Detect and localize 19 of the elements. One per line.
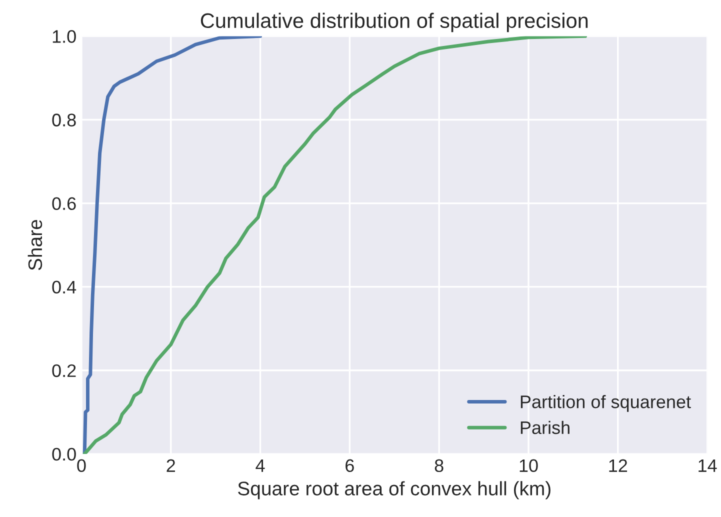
y-tick-label: 0.0	[52, 448, 76, 461]
y-axis-title: Share	[28, 220, 42, 270]
legend-label: Partition of squarenet	[520, 394, 691, 412]
x-tick-label: 14	[698, 459, 717, 472]
chart-title: Cumulative distribution of spatial precision	[200, 12, 588, 32]
x-tick-label: 6	[346, 459, 354, 472]
y-tick-label: 0.4	[52, 280, 76, 294]
x-tick-label: 2	[166, 459, 175, 472]
x-tick-label: 4	[256, 459, 265, 472]
x-tick-label: 0	[77, 459, 86, 472]
x-tick-label: 10	[520, 459, 538, 472]
y-tick-label: 0.6	[52, 197, 76, 210]
legend-label: Parish	[520, 420, 570, 434]
x-tick-label: 12	[609, 459, 628, 472]
x-axis-title: Square root area of convex hull (km)	[238, 481, 550, 500]
y-tick-label: 1.0	[52, 30, 76, 43]
y-tick-label: 0.8	[52, 114, 76, 126]
x-tick-label: 8	[434, 459, 444, 472]
y-tick-label: 0.2	[52, 364, 76, 378]
